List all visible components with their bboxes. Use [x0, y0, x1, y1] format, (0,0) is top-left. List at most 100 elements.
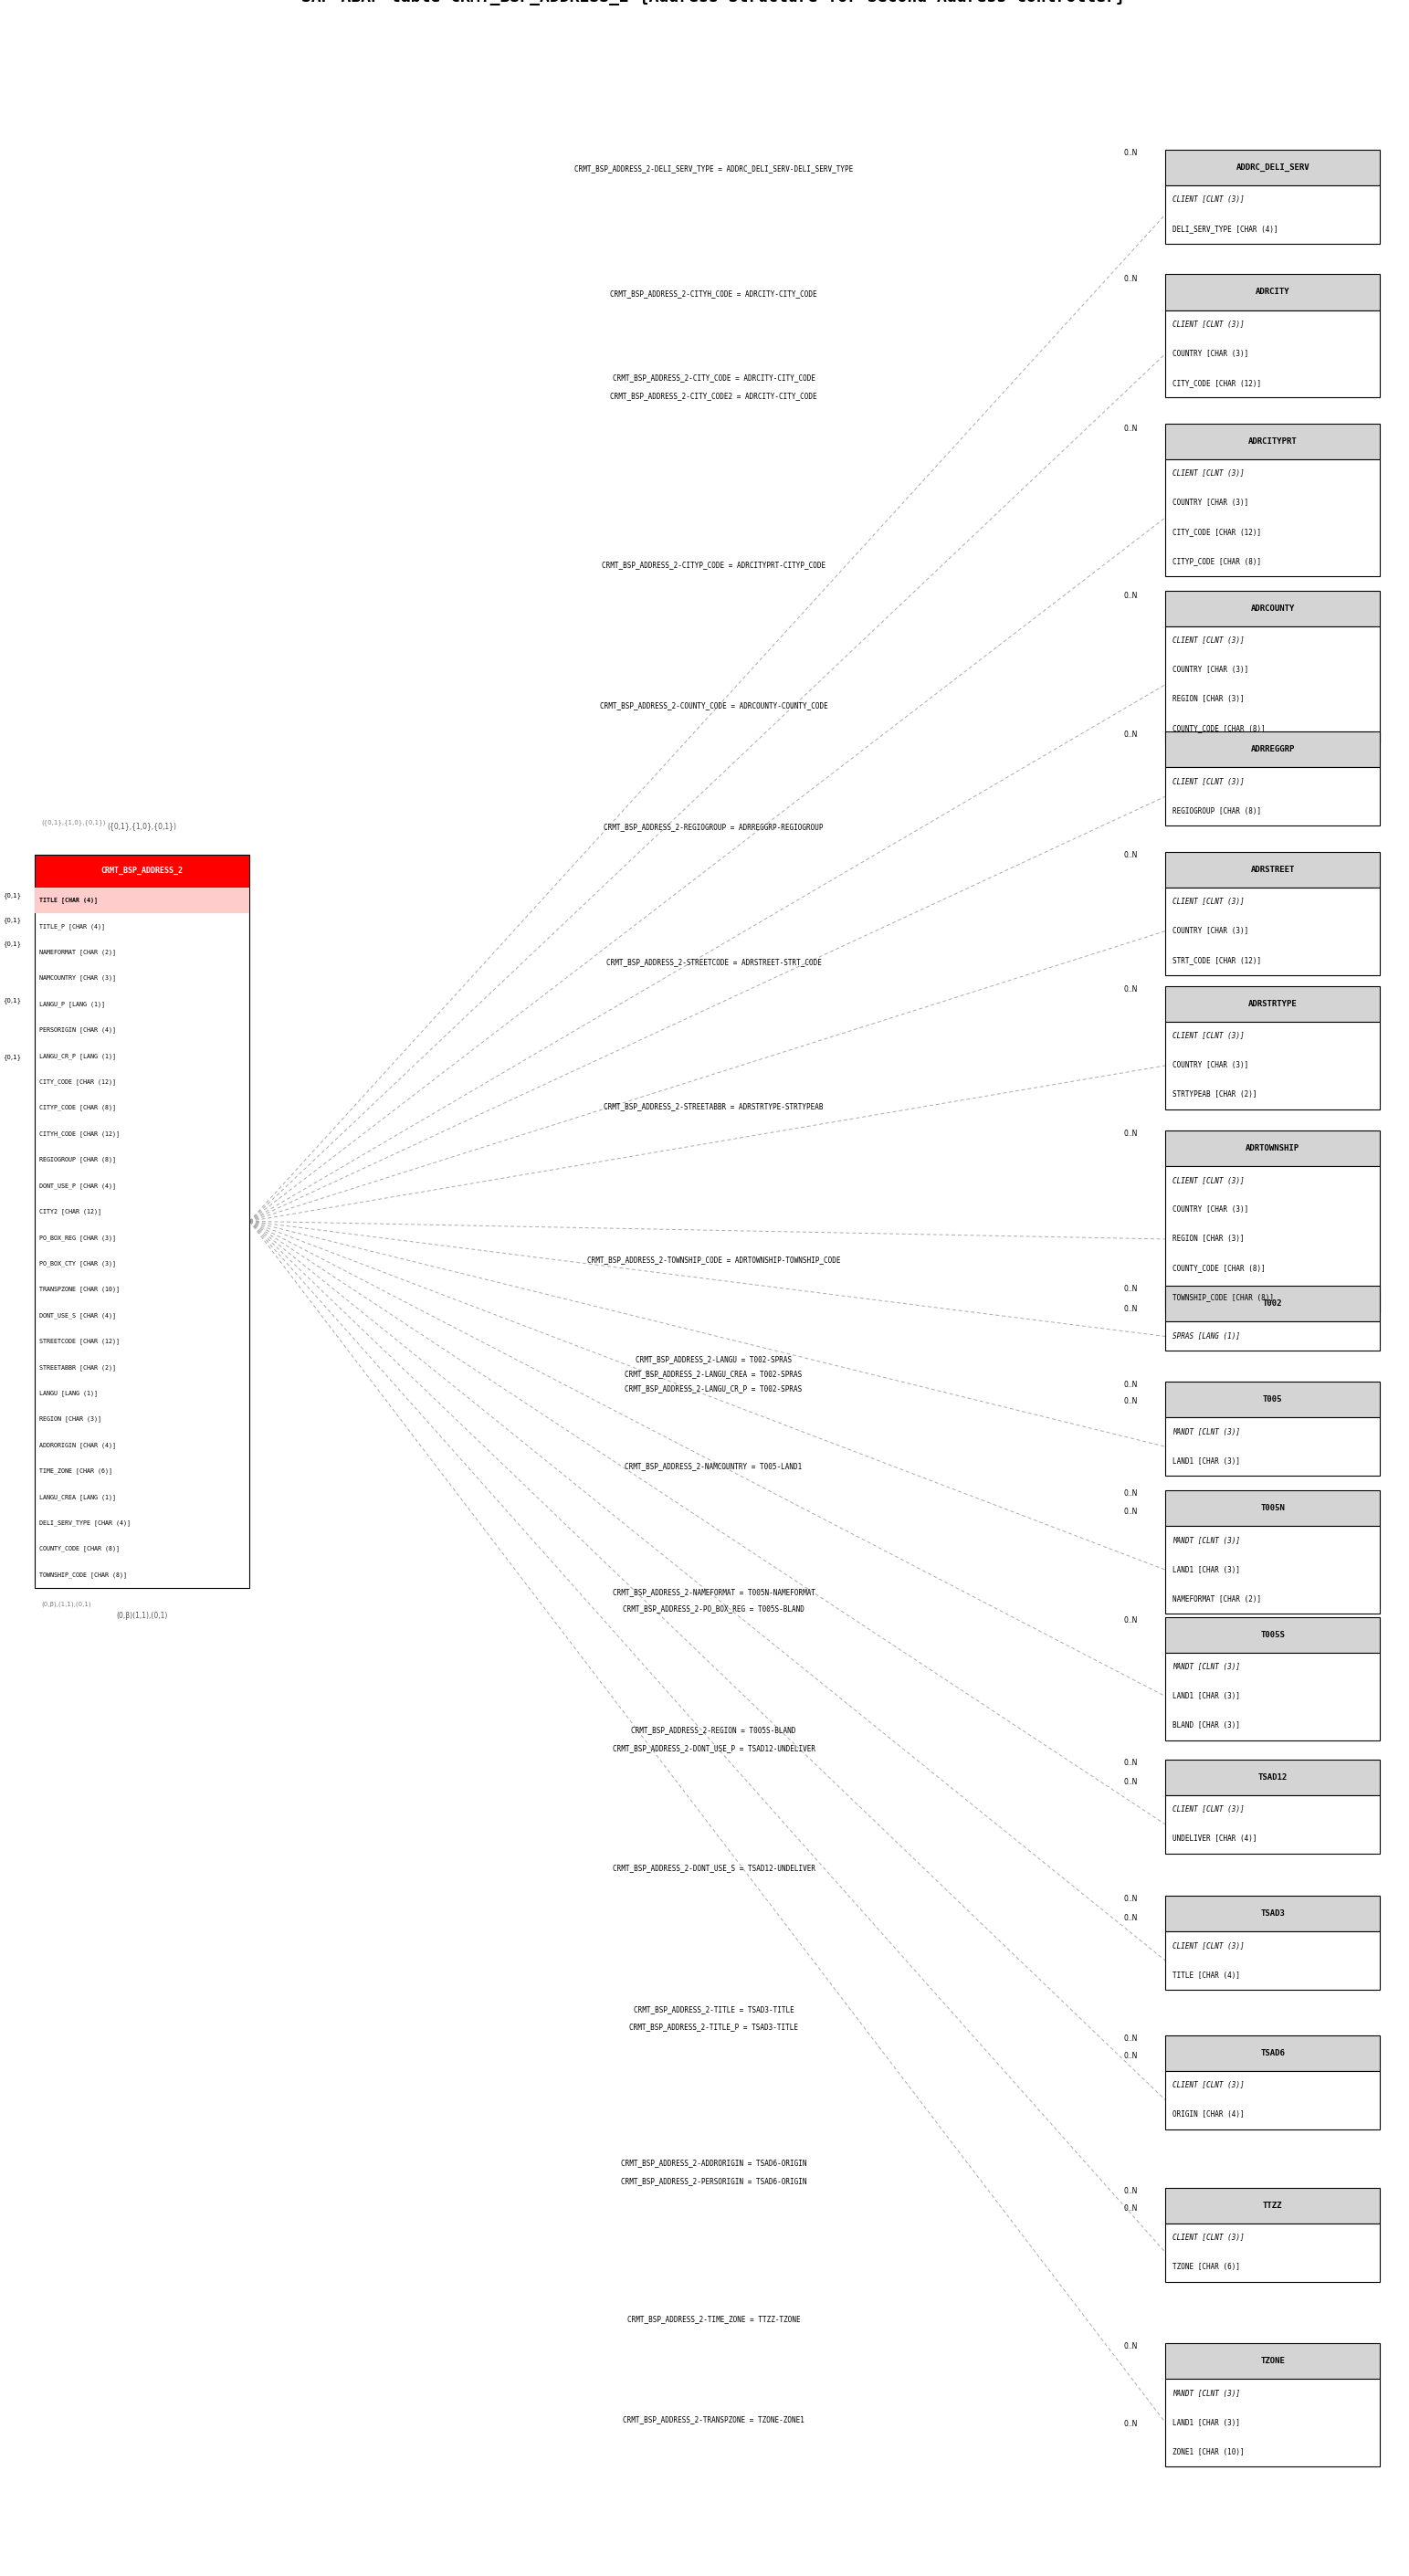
Text: CLIENT [CLNT (3)]: CLIENT [CLNT (3)] [1172, 896, 1244, 907]
Text: ADRREGGRP: ADRREGGRP [1251, 744, 1295, 755]
Text: ADRSTRTYPE: ADRSTRTYPE [1248, 999, 1298, 1007]
Text: MANDT [CLNT (3)]: MANDT [CLNT (3)] [1172, 1427, 1240, 1437]
Text: LAND1 [CHAR (3)]: LAND1 [CHAR (3)] [1172, 1566, 1240, 1574]
Text: CRMT_BSP_ADDRESS_2-DELI_SERV_TYPE = ADDRC_DELI_SERV-DELI_SERV_TYPE: CRMT_BSP_ADDRESS_2-DELI_SERV_TYPE = ADDR… [575, 165, 852, 173]
Text: ({0,1},{1,0},{0,1}): ({0,1},{1,0},{0,1}) [42, 819, 106, 824]
FancyBboxPatch shape [1165, 732, 1381, 768]
Text: {0,1}: {0,1} [3, 917, 21, 922]
FancyBboxPatch shape [1165, 626, 1381, 742]
Text: {0,1}: {0,1} [3, 891, 21, 899]
Text: ADRCITYPRT: ADRCITYPRT [1248, 438, 1298, 446]
Text: CRMT_BSP_ADDRESS_2-DONT_USE_P = TSAD12-UNDELIVER: CRMT_BSP_ADDRESS_2-DONT_USE_P = TSAD12-U… [613, 1744, 814, 1752]
FancyBboxPatch shape [1165, 987, 1381, 1023]
FancyBboxPatch shape [1165, 2378, 1381, 2465]
Text: CRMT_BSP_ADDRESS_2-COUNTY_CODE = ADRCOUNTY-COUNTY_CODE: CRMT_BSP_ADDRESS_2-COUNTY_CODE = ADRCOUN… [600, 701, 827, 711]
Text: CLIENT [CLNT (3)]: CLIENT [CLNT (3)] [1172, 1806, 1244, 1814]
Text: ({0,1},{1,0},{0,1}): ({0,1},{1,0},{0,1}) [107, 822, 178, 829]
Text: T005: T005 [1262, 1396, 1282, 1404]
FancyBboxPatch shape [1165, 2223, 1381, 2282]
Text: CRMT_BSP_ADDRESS_2-NAMCOUNTRY = T005-LAND1: CRMT_BSP_ADDRESS_2-NAMCOUNTRY = T005-LAN… [626, 1463, 802, 1471]
Text: CRMT_BSP_ADDRESS_2-NAMEFORMAT = T005N-NAMEFORMAT: CRMT_BSP_ADDRESS_2-NAMEFORMAT = T005N-NA… [613, 1589, 814, 1597]
Text: CLIENT [CLNT (3)]: CLIENT [CLNT (3)] [1172, 319, 1244, 330]
Text: PO_BOX_CTY [CHAR (3)]: PO_BOX_CTY [CHAR (3)] [39, 1260, 116, 1267]
Text: UNDELIVER [CHAR (4)]: UNDELIVER [CHAR (4)] [1172, 1834, 1257, 1842]
FancyBboxPatch shape [1165, 2071, 1381, 2130]
Text: LAND1 [CHAR (3)]: LAND1 [CHAR (3)] [1172, 1458, 1240, 1466]
FancyBboxPatch shape [1165, 1492, 1381, 1525]
Text: TOWNSHIP_CODE [CHAR (8)]: TOWNSHIP_CODE [CHAR (8)] [1172, 1293, 1274, 1301]
Text: 0..N: 0..N [1123, 149, 1137, 157]
FancyBboxPatch shape [1165, 2187, 1381, 2223]
Text: CITY_CODE [CHAR (12)]: CITY_CODE [CHAR (12)] [1172, 379, 1261, 386]
Text: CRMT_BSP_ADDRESS_2-LANGU_CR_P = T002-SPRAS: CRMT_BSP_ADDRESS_2-LANGU_CR_P = T002-SPR… [626, 1383, 802, 1394]
Text: CRMT_BSP_ADDRESS_2-CITY_CODE = ADRCITY-CITY_CODE: CRMT_BSP_ADDRESS_2-CITY_CODE = ADRCITY-C… [613, 374, 814, 381]
Text: TZONE [CHAR (6)]: TZONE [CHAR (6)] [1172, 2262, 1240, 2272]
Text: T005N: T005N [1261, 1504, 1285, 1512]
Text: 0..N: 0..N [1123, 1615, 1137, 1625]
FancyBboxPatch shape [35, 886, 249, 912]
Text: CLIENT [CLNT (3)]: CLIENT [CLNT (3)] [1172, 2233, 1244, 2241]
Text: TITLE [CHAR (4)]: TITLE [CHAR (4)] [1172, 1971, 1240, 1978]
Text: COUNTRY [CHAR (3)]: COUNTRY [CHAR (3)] [1172, 500, 1248, 507]
Text: REGION [CHAR (3)]: REGION [CHAR (3)] [1172, 696, 1244, 703]
Text: CITYP_CODE [CHAR (8)]: CITYP_CODE [CHAR (8)] [1172, 556, 1261, 567]
Text: 0..N: 0..N [1123, 1489, 1137, 1497]
Text: (0,β)(1,1),(0,1): (0,β)(1,1),(0,1) [117, 1613, 168, 1620]
Text: 0..N: 0..N [1123, 1303, 1137, 1314]
Text: MANDT [CLNT (3)]: MANDT [CLNT (3)] [1172, 2391, 1240, 2398]
Text: T002: T002 [1262, 1301, 1282, 1309]
FancyBboxPatch shape [1165, 1896, 1381, 1932]
FancyBboxPatch shape [1165, 1795, 1381, 1855]
Text: CLIENT [CLNT (3)]: CLIENT [CLNT (3)] [1172, 1942, 1244, 1950]
Text: CLIENT [CLNT (3)]: CLIENT [CLNT (3)] [1172, 469, 1244, 479]
Text: MANDT [CLNT (3)]: MANDT [CLNT (3)] [1172, 1535, 1240, 1546]
FancyBboxPatch shape [1165, 185, 1381, 245]
Text: COUNTY_CODE [CHAR (8)]: COUNTY_CODE [CHAR (8)] [1172, 1265, 1265, 1273]
FancyBboxPatch shape [1165, 853, 1381, 886]
Text: 0..N: 0..N [1123, 2205, 1137, 2213]
FancyBboxPatch shape [1165, 1381, 1381, 1417]
Text: CRMT_BSP_ADDRESS_2-TOWNSHIP_CODE = ADRTOWNSHIP-TOWNSHIP_CODE: CRMT_BSP_ADDRESS_2-TOWNSHIP_CODE = ADRTO… [588, 1257, 840, 1265]
Text: CRMT_BSP_ADDRESS_2: CRMT_BSP_ADDRESS_2 [101, 868, 183, 876]
Text: TZONE: TZONE [1261, 2357, 1285, 2365]
Text: CITYH_CODE [CHAR (12)]: CITYH_CODE [CHAR (12)] [39, 1131, 120, 1136]
FancyBboxPatch shape [1165, 1932, 1381, 1989]
Text: CRMT_BSP_ADDRESS_2-LANGU_CREA = T002-SPRAS: CRMT_BSP_ADDRESS_2-LANGU_CREA = T002-SPR… [626, 1370, 802, 1378]
Text: CRMT_BSP_ADDRESS_2-CITYH_CODE = ADRCITY-CITY_CODE: CRMT_BSP_ADDRESS_2-CITYH_CODE = ADRCITY-… [610, 289, 817, 299]
Text: 0..N: 0..N [1123, 1381, 1137, 1388]
FancyBboxPatch shape [1165, 1131, 1381, 1167]
Text: 0..N: 0..N [1123, 2053, 1137, 2061]
Text: CRMT_BSP_ADDRESS_2-LANGU = T002-SPRAS: CRMT_BSP_ADDRESS_2-LANGU = T002-SPRAS [635, 1355, 792, 1363]
Text: 0..N: 0..N [1123, 1131, 1137, 1139]
Text: COUNTRY [CHAR (3)]: COUNTRY [CHAR (3)] [1172, 350, 1248, 358]
Text: LAND1 [CHAR (3)]: LAND1 [CHAR (3)] [1172, 1692, 1240, 1700]
FancyBboxPatch shape [1165, 459, 1381, 577]
Text: DONT_USE_S [CHAR (4)]: DONT_USE_S [CHAR (4)] [39, 1311, 116, 1319]
Text: CITY_CODE [CHAR (12)]: CITY_CODE [CHAR (12)] [39, 1079, 116, 1084]
Text: CRMT_BSP_ADDRESS_2-PERSORIGIN = TSAD6-ORIGIN: CRMT_BSP_ADDRESS_2-PERSORIGIN = TSAD6-OR… [621, 2177, 806, 2184]
Text: CLIENT [CLNT (3)]: CLIENT [CLNT (3)] [1172, 636, 1244, 644]
Text: MANDT [CLNT (3)]: MANDT [CLNT (3)] [1172, 1664, 1240, 1672]
Text: CRMT_BSP_ADDRESS_2-TIME_ZONE = TTZZ-TZONE: CRMT_BSP_ADDRESS_2-TIME_ZONE = TTZZ-TZON… [627, 2316, 800, 2324]
Text: NAMEFORMAT [CHAR (2)]: NAMEFORMAT [CHAR (2)] [1172, 1595, 1261, 1602]
FancyBboxPatch shape [1165, 276, 1381, 309]
Text: ORIGIN [CHAR (4)]: ORIGIN [CHAR (4)] [1172, 2110, 1244, 2117]
Text: CITYP_CODE [CHAR (8)]: CITYP_CODE [CHAR (8)] [39, 1105, 116, 1110]
Text: STREETCODE [CHAR (12)]: STREETCODE [CHAR (12)] [39, 1337, 120, 1345]
Text: CRMT_BSP_ADDRESS_2-TITLE = TSAD3-TITLE: CRMT_BSP_ADDRESS_2-TITLE = TSAD3-TITLE [634, 2004, 793, 2014]
FancyBboxPatch shape [1165, 1417, 1381, 1476]
Text: REGIOGROUP [CHAR (8)]: REGIOGROUP [CHAR (8)] [39, 1157, 116, 1162]
Text: COUNTY_CODE [CHAR (8)]: COUNTY_CODE [CHAR (8)] [1172, 724, 1265, 732]
Text: TSAD6: TSAD6 [1261, 2048, 1285, 2058]
Text: ADDRC_DELI_SERV: ADDRC_DELI_SERV [1236, 162, 1309, 173]
Text: STRTYPEAB [CHAR (2)]: STRTYPEAB [CHAR (2)] [1172, 1090, 1257, 1100]
FancyBboxPatch shape [1165, 2344, 1381, 2378]
Text: TTZZ: TTZZ [1262, 2202, 1282, 2210]
FancyBboxPatch shape [1165, 590, 1381, 626]
Text: {0,1}: {0,1} [3, 997, 21, 1005]
FancyBboxPatch shape [1165, 422, 1381, 459]
Text: REGION [CHAR (3)]: REGION [CHAR (3)] [1172, 1234, 1244, 1244]
Text: LAND1 [CHAR (3)]: LAND1 [CHAR (3)] [1172, 2419, 1240, 2427]
FancyBboxPatch shape [35, 855, 249, 886]
Text: ADDRORIGIN [CHAR (4)]: ADDRORIGIN [CHAR (4)] [39, 1443, 116, 1448]
